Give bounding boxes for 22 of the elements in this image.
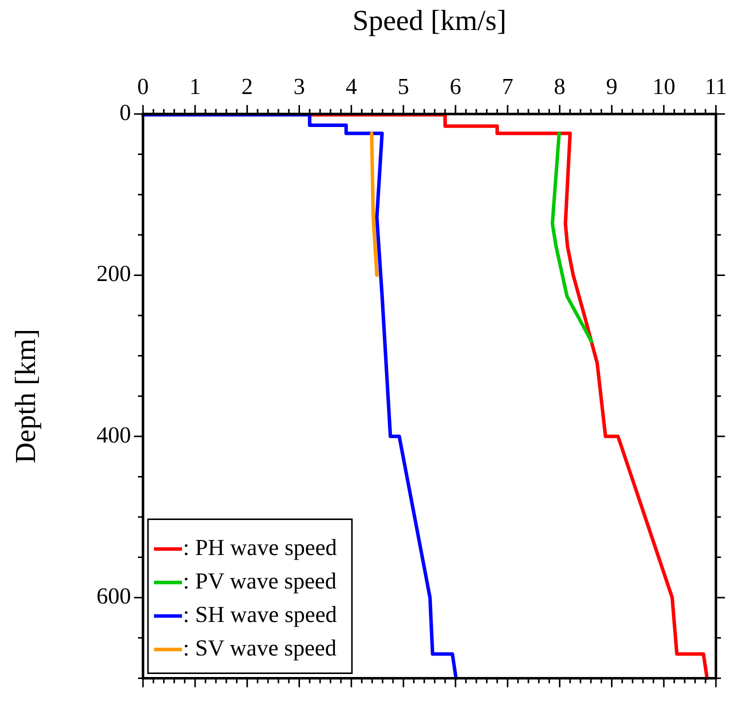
x-tick-label: 9 — [606, 74, 618, 100]
x-tick-label: 0 — [137, 74, 149, 100]
x-axis-title: Speed [km/s] — [352, 5, 506, 38]
x-tick-label: 1 — [189, 74, 201, 100]
x-tick-label: 3 — [294, 74, 306, 100]
legend-label: : SV wave speed — [183, 635, 338, 660]
x-tick-label: 2 — [241, 74, 253, 100]
x-tick-label: 11 — [704, 74, 728, 100]
x-tick-label: 5 — [398, 74, 410, 100]
x-tick-label: 10 — [652, 74, 676, 100]
x-tick-label: 8 — [554, 74, 566, 100]
y-tick-label: 600 — [96, 584, 131, 609]
y-tick-label: 0 — [120, 100, 131, 126]
x-tick-label: 7 — [502, 74, 514, 100]
y-tick-label: 400 — [96, 422, 131, 448]
legend-label: : PH wave speed — [183, 534, 338, 560]
y-axis-title: Depth [km] — [10, 328, 42, 464]
x-tick-label: 4 — [346, 74, 358, 100]
x-tick-label: 6 — [450, 74, 462, 100]
y-tick-label: 200 — [96, 261, 131, 286]
legend-label: : SH wave speed — [183, 602, 338, 627]
legend-label: : PV wave speed — [183, 568, 338, 594]
